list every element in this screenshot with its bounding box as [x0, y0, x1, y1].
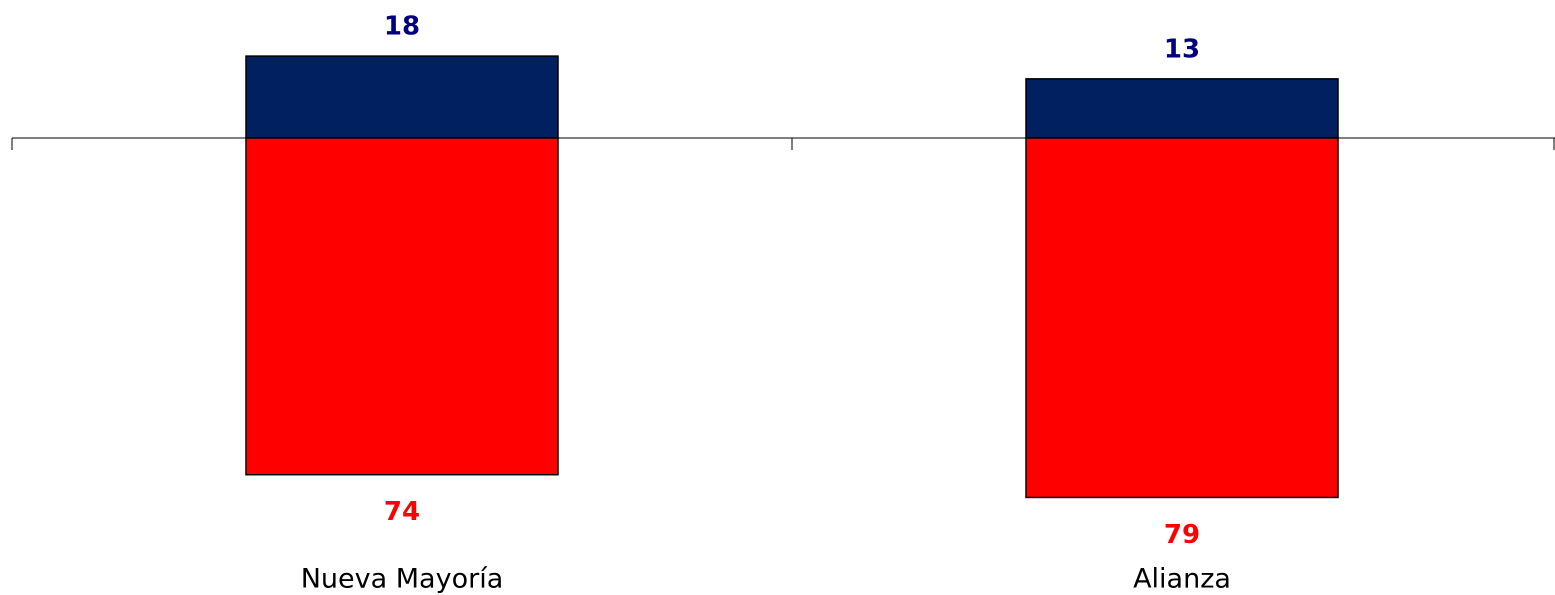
value-label: 74 — [384, 497, 420, 527]
value-label: 13 — [1164, 34, 1200, 64]
bar — [245, 55, 559, 139]
bar — [245, 137, 559, 476]
x-tick-label: Alianza — [1133, 564, 1231, 595]
x-tick-label: Nueva Mayoría — [301, 564, 504, 595]
bar — [1025, 78, 1339, 139]
value-label: 18 — [384, 12, 420, 42]
value-label: 79 — [1164, 520, 1200, 550]
bar — [1025, 137, 1339, 499]
